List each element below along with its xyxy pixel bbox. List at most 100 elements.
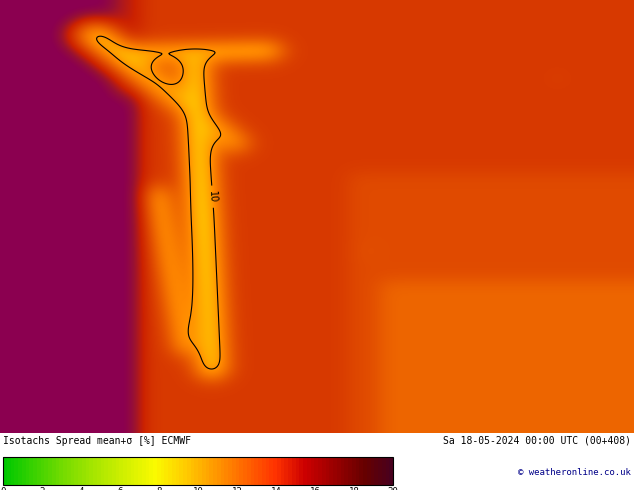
Bar <box>164 457 168 486</box>
Bar <box>356 457 359 486</box>
Bar <box>138 457 142 486</box>
Bar <box>153 457 157 486</box>
Bar <box>119 457 123 486</box>
Bar <box>112 457 115 486</box>
Bar <box>288 457 292 486</box>
Bar <box>269 457 273 486</box>
Bar <box>281 457 285 486</box>
Bar <box>67 457 70 486</box>
Bar <box>56 457 60 486</box>
Bar <box>359 457 363 486</box>
Bar <box>33 457 37 486</box>
Bar <box>105 457 108 486</box>
Bar <box>258 457 262 486</box>
Bar <box>273 457 277 486</box>
Bar <box>337 457 340 486</box>
Bar <box>108 457 112 486</box>
Bar <box>18 457 22 486</box>
Text: © weatheronline.co.uk: © weatheronline.co.uk <box>518 468 631 477</box>
Bar <box>213 457 217 486</box>
Bar <box>172 457 176 486</box>
Bar <box>299 457 303 486</box>
Bar <box>382 457 385 486</box>
Bar <box>93 457 97 486</box>
Bar <box>254 457 258 486</box>
Bar <box>168 457 172 486</box>
Bar <box>303 457 307 486</box>
Bar <box>3 457 393 486</box>
Bar <box>134 457 138 486</box>
Bar <box>378 457 382 486</box>
Bar <box>266 457 269 486</box>
Text: 20: 20 <box>388 487 398 490</box>
Text: Isotachs Spread mean+σ [%] ECMWF: Isotachs Spread mean+σ [%] ECMWF <box>3 436 191 445</box>
Text: 2: 2 <box>39 487 45 490</box>
Bar <box>371 457 374 486</box>
Text: 18: 18 <box>349 487 359 490</box>
Bar <box>191 457 195 486</box>
Bar <box>52 457 56 486</box>
Bar <box>127 457 131 486</box>
Bar <box>142 457 146 486</box>
Bar <box>70 457 74 486</box>
Text: 12: 12 <box>232 487 242 490</box>
Bar <box>131 457 134 486</box>
Text: 6: 6 <box>117 487 123 490</box>
Bar <box>146 457 150 486</box>
Bar <box>195 457 198 486</box>
Bar <box>123 457 127 486</box>
Bar <box>318 457 322 486</box>
Bar <box>250 457 254 486</box>
Bar <box>22 457 25 486</box>
Bar <box>307 457 311 486</box>
Text: 10: 10 <box>207 190 218 203</box>
Bar <box>29 457 33 486</box>
Bar <box>363 457 367 486</box>
Bar <box>3 457 7 486</box>
Bar <box>344 457 348 486</box>
Bar <box>82 457 86 486</box>
Bar <box>295 457 299 486</box>
Text: 8: 8 <box>157 487 162 490</box>
Bar <box>63 457 67 486</box>
Bar <box>385 457 389 486</box>
Bar <box>86 457 89 486</box>
Bar <box>367 457 371 486</box>
Bar <box>78 457 82 486</box>
Bar <box>348 457 352 486</box>
Bar <box>11 457 15 486</box>
Bar <box>48 457 52 486</box>
Bar <box>202 457 205 486</box>
Bar <box>101 457 105 486</box>
Bar <box>187 457 191 486</box>
Bar <box>198 457 202 486</box>
Bar <box>74 457 78 486</box>
Bar <box>314 457 318 486</box>
Bar <box>115 457 119 486</box>
Bar <box>176 457 179 486</box>
Bar <box>326 457 329 486</box>
Bar <box>179 457 183 486</box>
Bar <box>340 457 344 486</box>
Bar <box>37 457 41 486</box>
Bar <box>44 457 48 486</box>
Bar <box>15 457 18 486</box>
Bar <box>322 457 326 486</box>
Bar <box>240 457 243 486</box>
Bar <box>183 457 187 486</box>
Bar <box>41 457 44 486</box>
Bar <box>262 457 266 486</box>
Text: 14: 14 <box>271 487 281 490</box>
Bar <box>209 457 213 486</box>
Bar <box>243 457 247 486</box>
Bar <box>228 457 232 486</box>
Bar <box>217 457 221 486</box>
Bar <box>157 457 160 486</box>
Bar <box>247 457 250 486</box>
Bar <box>7 457 11 486</box>
Bar <box>389 457 393 486</box>
Bar <box>311 457 314 486</box>
Text: 0: 0 <box>1 487 6 490</box>
Bar <box>329 457 333 486</box>
Bar <box>285 457 288 486</box>
